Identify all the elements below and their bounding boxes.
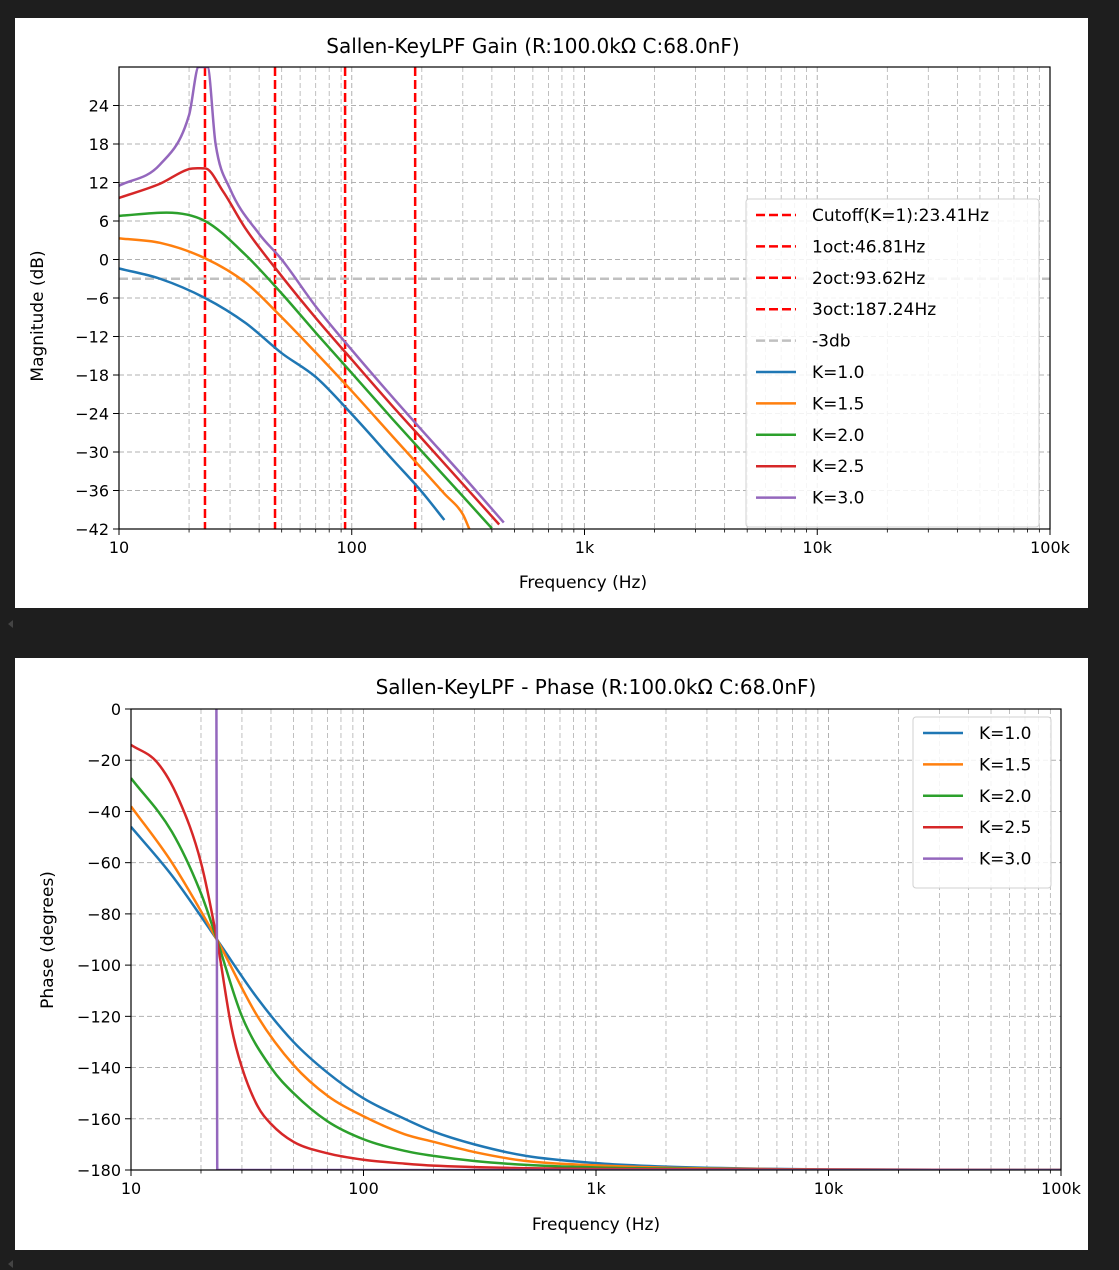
gain-y-tick-label: −18	[75, 366, 109, 385]
gain-legend-label-3oct-187-24hz: 3oct:187.24Hz	[812, 300, 936, 320]
phase-y-tick-label: −160	[77, 1110, 121, 1129]
phase-y-tick-label: −40	[87, 802, 121, 821]
gain-series-k-2-0	[119, 211, 493, 529]
gain-y-tick-label: −12	[75, 328, 109, 347]
gain-legend-label-1oct-46-81hz: 1oct:46.81Hz	[812, 237, 925, 257]
phase-x-tick-label: 100	[348, 1179, 379, 1198]
gain-legend-label-k-1-5: K=1.5	[812, 394, 864, 414]
gain-legend-label-k-1-0: K=1.0	[812, 363, 864, 383]
gain-y-tick-label: −6	[85, 289, 109, 308]
phase-y-tick-label: −20	[87, 751, 121, 770]
phase-plot-area	[131, 709, 1061, 1170]
gain-x-tick-label: 10	[109, 538, 129, 557]
phase-legend-label-k-1-0: K=1.0	[979, 724, 1031, 744]
gain-legend-label-k-2-5: K=2.5	[812, 457, 864, 477]
phase-x-tick-label: 100k	[1041, 1179, 1082, 1198]
gain-series-k-2-5	[119, 166, 501, 526]
gain-series-k-3-0	[119, 67, 505, 524]
gain-legend-label-2oct-93-62hz: 2oct:93.62Hz	[812, 269, 925, 289]
phase-x-tick-label: 10k	[814, 1179, 844, 1198]
gain-legend-label-k-3-0: K=3.0	[812, 489, 864, 509]
gain-x-axis-label: Frequency (Hz)	[519, 573, 647, 593]
gain-y-tick-label: 0	[99, 251, 109, 270]
gain-y-axis-label: Magnitude (dB)	[28, 250, 48, 381]
phase-legend-label-k-1-5: K=1.5	[979, 755, 1031, 775]
gain-x-tick-label: 10k	[802, 538, 832, 557]
phase-y-tick-label: −100	[77, 956, 121, 975]
phase-series-k-3-0	[215, 709, 1061, 1170]
gain-y-tick-label: −30	[75, 443, 109, 462]
gain-x-tick-label: 1k	[575, 538, 595, 557]
phase-legend: K=1.0 K=1.5 K=2.0 K=2.5 K=3.0	[912, 716, 1052, 889]
gain-legend-label-3db: -3db	[812, 332, 851, 352]
phase-chart-panel: Sallen-KeyLPF - Phase (R:100.0kΩ C:68.0n…	[15, 658, 1088, 1250]
gain-series-k-1-5	[119, 237, 471, 529]
phase-chart: Sallen-KeyLPF - Phase (R:100.0kΩ C:68.0n…	[38, 675, 1082, 1235]
phase-legend-label-k-2-0: K=2.0	[979, 787, 1031, 807]
gain-x-tick-label: 100	[336, 538, 367, 557]
gain-x-tick-label: 100k	[1030, 538, 1071, 557]
gain-legend-label-k-2-0: K=2.0	[812, 426, 864, 446]
phase-x-axis-label: Frequency (Hz)	[532, 1215, 660, 1235]
phase-chart-title: Sallen-KeyLPF - Phase (R:100.0kΩ C:68.0n…	[376, 675, 817, 699]
gain-chart-panel: Sallen-KeyLPF Gain (R:100.0kΩ C:68.0nF) …	[15, 18, 1088, 608]
phase-series-k-2-5	[131, 743, 1061, 1170]
phase-y-tick-label: 0	[111, 700, 121, 719]
gain-y-tick-label: 18	[89, 135, 109, 154]
gain-y-tick-label: 6	[99, 212, 109, 231]
gain-y-tick-label: −42	[75, 520, 109, 539]
phase-legend-label-k-3-0: K=3.0	[979, 850, 1031, 870]
phase-legend-box	[912, 716, 1052, 889]
phase-y-axis-label: Phase (degrees)	[38, 871, 58, 1009]
phase-y-tick-label: −140	[77, 1059, 121, 1078]
phase-y-tick-label: −60	[87, 854, 121, 873]
gain-y-tick-label: 24	[89, 97, 109, 116]
gain-y-tick-label: −24	[75, 405, 109, 424]
gain-chart: Sallen-KeyLPF Gain (R:100.0kΩ C:68.0nF) …	[28, 34, 1071, 593]
phase-y-tick-label: −180	[77, 1161, 121, 1180]
phase-x-tick-label: 10	[121, 1179, 141, 1198]
phase-y-tick-label: −120	[77, 1007, 121, 1026]
phase-legend-label-k-2-5: K=2.5	[979, 818, 1031, 838]
output-collapse-marker	[8, 620, 13, 628]
gain-y-tick-label: 12	[89, 174, 109, 193]
gain-legend-box	[745, 198, 1040, 528]
gain-chart-title: Sallen-KeyLPF Gain (R:100.0kΩ C:68.0nF)	[326, 34, 739, 58]
gain-series-k-1-0	[119, 267, 446, 521]
gain-y-tick-label: −36	[75, 482, 109, 501]
output-collapse-marker-2	[8, 1260, 13, 1268]
phase-x-tick-label: 1k	[586, 1179, 606, 1198]
phase-y-tick-label: −80	[87, 905, 121, 924]
gain-legend: Cutoff(K=1):23.41Hz 1oct:46.81Hz 2oct:93.6…	[745, 198, 1040, 528]
gain-legend-label-cutoff-k-1-23-41hz: Cutoff(K=1):23.41Hz	[812, 206, 989, 226]
